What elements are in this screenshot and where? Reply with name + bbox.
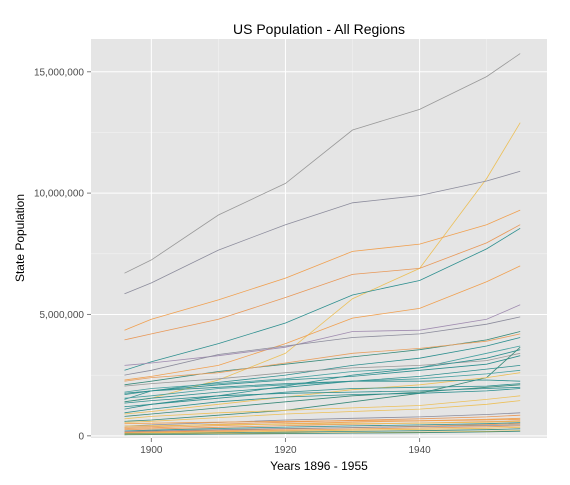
x-axis: 1900 1920 1940 <box>140 438 431 456</box>
series-line-38 <box>124 426 521 434</box>
series-line-37 <box>124 425 521 434</box>
plot-panel <box>91 39 547 438</box>
series-line-1 <box>124 53 521 274</box>
series-line-2 <box>124 122 521 403</box>
series-line-21 <box>124 379 521 394</box>
series-line-24 <box>124 386 521 404</box>
series-line-14 <box>124 352 521 387</box>
series-layer <box>124 53 521 436</box>
y-tick-label-3: 15,000,000 <box>34 67 84 78</box>
series-line-31 <box>124 418 521 425</box>
series-line-40 <box>124 430 521 435</box>
series-line-10 <box>124 331 521 386</box>
x-tick-label-0: 1900 <box>140 445 163 456</box>
x-axis-title: Years 1896 - 1955 <box>270 459 368 473</box>
series-line-39 <box>124 428 521 435</box>
series-line-3 <box>124 170 521 295</box>
y-axis-title: State Population <box>13 194 27 282</box>
y-tick-label-0: 0 <box>78 431 84 442</box>
series-line-27 <box>124 400 521 423</box>
series-line-9 <box>124 316 521 376</box>
series-line-26 <box>124 395 521 420</box>
series-line-13 <box>124 345 521 393</box>
series-line-16 <box>124 355 521 395</box>
x-tick-label-2: 1940 <box>408 445 431 456</box>
grid-lines <box>91 39 547 438</box>
series-line-41 <box>124 430 521 436</box>
series-line-6 <box>124 227 521 371</box>
series-line-5 <box>124 224 521 341</box>
series-line-7 <box>124 265 521 381</box>
x-tick-label-1: 1920 <box>274 445 297 456</box>
series-line-22 <box>124 383 521 408</box>
series-line-32 <box>124 420 521 431</box>
series-line-36 <box>124 424 521 432</box>
series-line-28 <box>124 412 521 427</box>
series-line-8 <box>124 304 521 366</box>
series-line-11 <box>124 333 521 382</box>
series-line-19 <box>124 369 521 399</box>
chart-title: US Population - All Regions <box>233 21 405 37</box>
series-line-30 <box>124 417 521 429</box>
series-line-23 <box>124 384 521 417</box>
y-tick-label-1: 5,000,000 <box>40 310 85 321</box>
series-line-4 <box>124 209 521 331</box>
y-tick-label-2: 10,000,000 <box>34 189 84 200</box>
series-line-34 <box>124 422 521 432</box>
series-line-25 <box>124 388 521 414</box>
series-line-20 <box>124 372 521 415</box>
y-axis: 0 5,000,000 10,000,000 15,000,000 <box>34 67 91 442</box>
series-line-18 <box>124 365 521 403</box>
series-line-33 <box>124 421 521 427</box>
